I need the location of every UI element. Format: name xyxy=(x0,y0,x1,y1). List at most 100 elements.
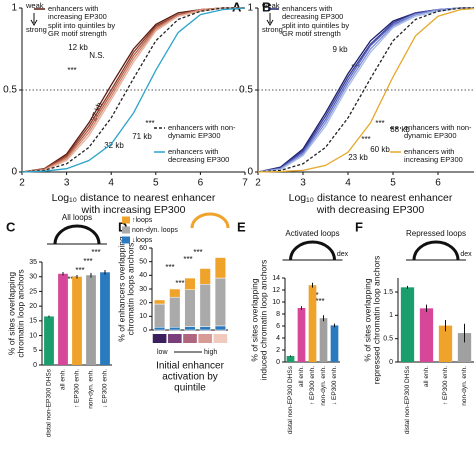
y-tick-label: 60 xyxy=(139,245,147,252)
panel-title: Activated loops xyxy=(285,229,339,238)
bar xyxy=(457,333,472,362)
bar xyxy=(308,285,317,362)
cdf-line xyxy=(21,7,246,173)
x-tick-label: 4 xyxy=(108,178,114,189)
y-tick-label: 0 xyxy=(143,327,147,334)
y-tick-label: 10 xyxy=(139,313,147,320)
annotation: 32 kb xyxy=(104,141,124,150)
y-tick-label: 0 xyxy=(247,167,253,178)
panel-letter: E xyxy=(237,219,246,234)
bar-segment xyxy=(214,277,226,327)
legend-note: split into quintiles by GR motif strengt… xyxy=(282,21,350,38)
y-tick-label: 0 xyxy=(11,167,17,178)
x-tick-label: all enh. xyxy=(298,366,305,387)
panel-title: All loops xyxy=(62,213,92,222)
x-tick-label: distal non-EP300 DHSs xyxy=(46,368,53,437)
y-tick-label: 1.5 xyxy=(383,289,393,296)
annotation: 71 kb xyxy=(132,132,152,141)
legend-label: non-dyn. loops xyxy=(132,227,178,234)
panel-letter: B xyxy=(262,0,271,14)
annotation: *** xyxy=(145,119,154,128)
panel-letter: A xyxy=(232,0,242,14)
y-tick-label: 0 xyxy=(33,362,37,369)
annotation: 88 kb xyxy=(390,125,410,134)
bar xyxy=(400,287,415,362)
x-tick-label: distal non-EP300 DHSs xyxy=(404,365,411,434)
annotation: *** xyxy=(175,279,184,288)
cdf-line xyxy=(257,7,474,173)
panel-letter: C xyxy=(6,219,16,234)
annotation: N.S. xyxy=(89,51,105,60)
legend-note: split into quintiles by GR motif strengt… xyxy=(48,21,116,38)
x-tick-label: 2 xyxy=(255,178,261,189)
legend-label: enhancers with increasing EP300 xyxy=(48,4,107,21)
x-tick-label: all enh. xyxy=(423,366,430,387)
y-tick-label: 10 xyxy=(272,299,280,306)
y-tick-label: 0.5 xyxy=(3,85,17,96)
x-tick-label: non-dyn. enh. xyxy=(320,366,327,406)
annotation: *** xyxy=(91,248,100,257)
bar xyxy=(419,308,434,362)
bar-segment xyxy=(184,326,196,331)
quintile-swatch xyxy=(213,334,228,343)
x-tick-label: 3 xyxy=(64,178,70,189)
bar xyxy=(286,356,295,362)
y-tick-label: 35 xyxy=(29,259,37,266)
x-axis-label: with decreasing EP300 xyxy=(316,204,425,216)
x-tick-label: non-dyn. enh. xyxy=(88,369,95,409)
legend-label: ↑loops xyxy=(132,217,153,224)
bar-segment xyxy=(169,296,181,328)
bar-segment xyxy=(154,299,166,305)
y-axis-label: % of sites overlapping xyxy=(362,278,372,361)
loop-icon xyxy=(190,212,230,229)
legend-label: enhancers with decreasing EP300 xyxy=(282,4,344,21)
x-tick-label: 7 xyxy=(242,178,248,189)
x-tick-label: ↓ EP300 enh. xyxy=(331,366,338,405)
panel-letter: F xyxy=(355,219,363,234)
panel-title: Repressed loops xyxy=(406,229,466,238)
y-axis-label: chromatin loops anchors xyxy=(125,243,135,336)
y-tick-label: 2 xyxy=(276,347,280,354)
x-tick-label: 3 xyxy=(300,178,306,189)
bar xyxy=(319,318,328,362)
y-axis-label: % of enhancers overlapping xyxy=(116,236,126,342)
scale-top: weak xyxy=(26,1,44,10)
quintile-swatch xyxy=(152,334,167,343)
legend-swatch xyxy=(122,216,130,224)
note: dex xyxy=(337,251,349,258)
bar-segment xyxy=(169,327,181,331)
bar xyxy=(297,308,306,362)
x-tick-label: 2 xyxy=(19,178,25,189)
bar xyxy=(44,316,54,365)
annotation: *** xyxy=(361,135,370,144)
x-tick-label: all enh. xyxy=(60,369,67,390)
bar-segment xyxy=(214,325,226,331)
scale-top: weak xyxy=(262,1,280,10)
annotation: 60 kb xyxy=(370,145,390,154)
x-axis-label: quintile xyxy=(174,383,206,394)
annotation: *** xyxy=(165,263,174,272)
bar xyxy=(58,273,68,365)
y-axis-label: % of sites overlapping xyxy=(6,272,16,355)
x-tick-label: 6 xyxy=(198,178,204,189)
y-axis-label: induced chromatin loop anchors xyxy=(258,260,268,381)
x-tick-label: 5 xyxy=(153,178,159,189)
cdf-line xyxy=(257,7,474,173)
y-tick-label: 15 xyxy=(29,318,37,325)
y-tick-label: 8 xyxy=(276,311,280,318)
bar-segment xyxy=(169,288,181,298)
bar-segment xyxy=(214,257,226,279)
y-tick-label: 0 xyxy=(276,359,280,366)
x-axis-label: Initial enhancer xyxy=(156,361,224,372)
legend-label: enhancers with increasing EP300 xyxy=(404,147,463,164)
x-tick-label: ↑ EP300 enh. xyxy=(309,366,316,405)
legend-label: ↓loops xyxy=(132,237,153,244)
quintile-swatch xyxy=(183,334,197,343)
y-axis-label: chromatin loop anchors xyxy=(15,269,25,357)
annotation: *** xyxy=(83,257,92,266)
y-tick-label: 1 xyxy=(389,312,393,319)
x-axis-label: activation by xyxy=(162,372,218,383)
y-tick-label: 0 xyxy=(389,359,393,366)
y-tick-label: 20 xyxy=(29,303,37,310)
y-tick-label: 25 xyxy=(29,288,37,295)
